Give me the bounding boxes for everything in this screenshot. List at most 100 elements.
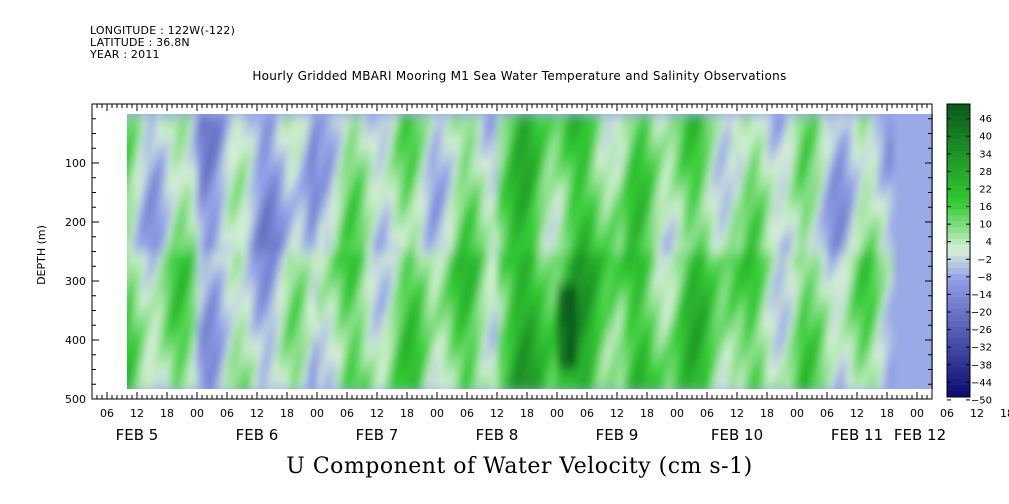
heatmap-cell	[507, 379, 513, 389]
heatmap-cell	[592, 337, 598, 349]
heatmap-cell	[442, 158, 448, 170]
heatmap-cell	[492, 305, 498, 318]
heatmap-cell	[272, 284, 278, 297]
heatmap-cell	[282, 337, 288, 349]
heatmap-cell	[652, 210, 658, 223]
heatmap-cell	[292, 242, 298, 254]
heatmap-cell	[692, 115, 698, 128]
heatmap-cell	[507, 210, 513, 223]
heatmap-cell	[722, 252, 728, 265]
heatmap-cell	[797, 316, 803, 328]
heatmap-cell	[537, 347, 543, 360]
heatmap-cell	[307, 274, 313, 286]
heatmap-cell	[352, 158, 358, 170]
heatmap-cell	[877, 337, 883, 349]
heatmap-cell	[637, 347, 643, 360]
heatmap-cell	[362, 147, 368, 160]
heatmap-cell	[532, 295, 538, 307]
heatmap-cell	[417, 200, 423, 212]
heatmap-cell	[697, 221, 703, 233]
heatmap-cell	[137, 358, 143, 371]
heatmap-cell	[877, 369, 883, 381]
heatmap-cell	[152, 347, 158, 360]
heatmap-cell	[537, 158, 543, 170]
heatmap-cell	[607, 115, 613, 128]
heatmap-cell	[367, 295, 373, 307]
heatmap-cell	[492, 379, 498, 389]
heatmap-cell	[382, 379, 388, 389]
heatmap-cell	[607, 200, 613, 212]
heatmap-cell	[487, 274, 493, 286]
heatmap-cell	[187, 179, 193, 191]
heatmap-cell	[407, 316, 413, 328]
heatmap-cell	[267, 347, 273, 360]
heatmap-cell	[262, 358, 268, 371]
heatmap-cell	[622, 158, 628, 170]
heatmap-cell	[247, 295, 253, 307]
heatmap-cell	[507, 295, 513, 307]
heatmap-cell	[557, 126, 563, 138]
heatmap-cell	[532, 274, 538, 286]
heatmap-cell	[367, 168, 373, 181]
heatmap-cell	[182, 115, 188, 128]
heatmap-cell	[662, 115, 668, 128]
heatmap-cell	[397, 115, 403, 128]
heatmap-cell	[547, 115, 553, 128]
heatmap-cell	[437, 221, 443, 233]
heatmap-cell	[427, 189, 433, 202]
heatmap-cell	[697, 147, 703, 160]
heatmap-cell	[857, 200, 863, 212]
heatmap-cell	[337, 242, 343, 254]
heatmap-cell	[147, 210, 153, 223]
heatmap-cell	[217, 316, 223, 328]
heatmap-cell	[557, 305, 563, 318]
heatmap-cell	[137, 231, 143, 244]
heatmap-cell	[847, 210, 853, 223]
heatmap-cell	[582, 210, 588, 223]
heatmap-cell	[752, 136, 758, 149]
heatmap-cell	[747, 168, 753, 181]
heatmap-cell	[342, 126, 348, 138]
heatmap-cell	[162, 305, 168, 318]
heatmap-cell	[527, 168, 533, 181]
heatmap-cell	[132, 263, 138, 276]
heatmap-cell	[787, 369, 793, 381]
heatmap-cell	[882, 305, 888, 318]
heatmap-cell	[537, 200, 543, 212]
heatmap-cell	[657, 295, 663, 307]
heatmap-cell	[297, 168, 303, 181]
heatmap-cell	[157, 126, 163, 138]
heatmap-cell	[582, 231, 588, 244]
heatmap-cell	[137, 210, 143, 223]
heatmap-cell	[662, 179, 668, 191]
heatmap-cell	[787, 326, 793, 339]
heatmap-cell	[607, 136, 613, 149]
heatmap-cell	[772, 231, 778, 244]
heatmap-cell	[727, 316, 733, 328]
heatmap-cell	[222, 263, 228, 276]
heatmap-cell	[877, 242, 883, 254]
heatmap-cell	[162, 210, 168, 223]
heatmap-cell	[852, 263, 858, 276]
heatmap-cell	[457, 316, 463, 328]
heatmap-cell	[342, 263, 348, 276]
heatmap-cell	[182, 358, 188, 371]
heatmap-cell	[412, 305, 418, 318]
heatmap-cell	[822, 326, 828, 339]
heatmap-cell	[757, 263, 763, 276]
heatmap-cell	[677, 242, 683, 254]
heatmap-cell	[472, 210, 478, 223]
heatmap-cell	[582, 189, 588, 202]
heatmap-cell	[287, 126, 293, 138]
heatmap-cell	[467, 358, 473, 371]
heatmap-cell	[572, 263, 578, 276]
heatmap-cell	[867, 326, 873, 339]
heatmap-cell	[807, 136, 813, 149]
heatmap-cell	[817, 115, 823, 128]
heatmap-cell	[547, 200, 553, 212]
heatmap-cell	[222, 210, 228, 223]
heatmap-cell	[397, 158, 403, 170]
heatmap-cell	[742, 136, 748, 149]
heatmap-cell	[387, 242, 393, 254]
heatmap-cell	[437, 263, 443, 276]
